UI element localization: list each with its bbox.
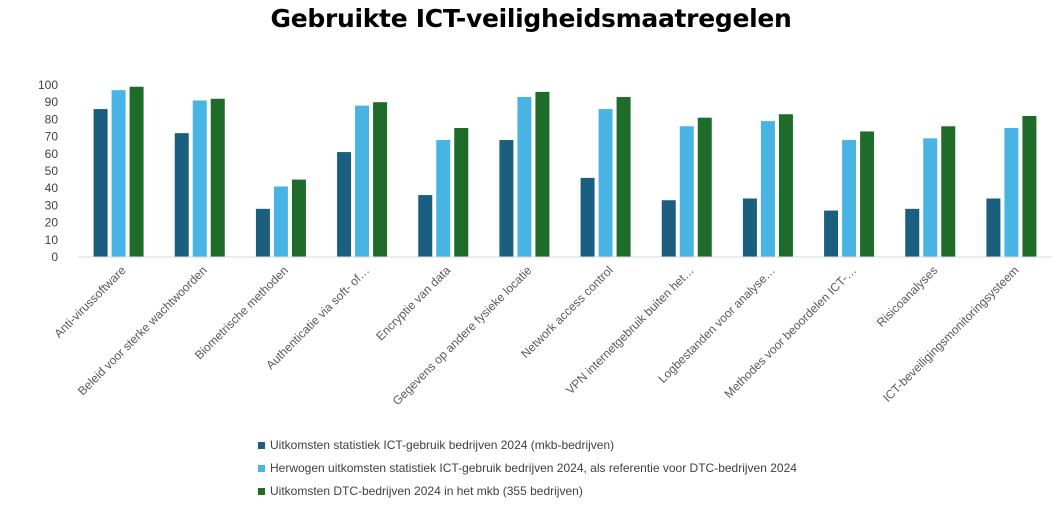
y-tick-label: 90 xyxy=(45,95,59,109)
chart-title: Gebruikte ICT-veiligheidsmaatregelen xyxy=(270,4,792,33)
bar xyxy=(842,140,857,257)
y-tick-label: 30 xyxy=(45,198,59,212)
bar xyxy=(905,208,920,257)
legend-label: Herwogen uitkomsten statistiek ICT-gebru… xyxy=(270,461,797,475)
x-tick-label: Gegevens op andere fysieke locatie xyxy=(390,263,535,408)
bar xyxy=(174,133,189,257)
x-tick-label: ICT-beveiligingsmonitoringsysteem xyxy=(880,263,1021,404)
y-tick-label: 70 xyxy=(45,130,59,144)
bar xyxy=(923,138,938,257)
bar-chart: 0 10 20 30 40 50 60 70 80 90 100 Anti-virussoftwar… xyxy=(38,78,1052,408)
y-tick-label: 50 xyxy=(45,164,59,178)
bar xyxy=(824,210,839,257)
bar xyxy=(373,102,388,257)
bar xyxy=(1022,115,1037,258)
legend-item: Uitkomsten statistiek ICT-gebruik bedrij… xyxy=(258,437,797,453)
bar xyxy=(111,90,126,257)
bar xyxy=(661,200,676,257)
bar xyxy=(941,126,956,257)
y-axis: 0 10 20 30 40 50 60 70 80 90 100 xyxy=(38,78,58,264)
bar xyxy=(355,105,370,257)
x-tick-label: Anti-virussoftware xyxy=(51,263,129,341)
bar xyxy=(192,100,207,257)
y-tick-label: 20 xyxy=(45,216,59,230)
bar xyxy=(273,186,288,257)
bar xyxy=(986,198,1001,257)
bar xyxy=(255,208,270,257)
legend-label: Uitkomsten statistiek ICT-gebruik bedrij… xyxy=(270,438,615,452)
bar xyxy=(580,177,595,257)
y-tick-label: 100 xyxy=(38,78,58,92)
bar xyxy=(778,114,793,258)
x-tick-label: Encryptie van data xyxy=(373,263,453,343)
bar xyxy=(499,140,514,257)
legend-swatch xyxy=(258,487,265,495)
legend: Uitkomsten statistiek ICT-gebruik bedrij… xyxy=(258,437,797,506)
y-tick-label: 10 xyxy=(45,233,59,247)
bar xyxy=(517,97,532,257)
bar xyxy=(616,97,631,257)
legend-swatch xyxy=(258,441,265,449)
x-tick-label: Methodes voor beoordelen ICT-… xyxy=(721,263,859,401)
bar xyxy=(436,140,451,257)
x-tick-label: Network access control xyxy=(518,263,616,361)
legend-item: Herwogen uitkomsten statistiek ICT-gebru… xyxy=(258,460,797,476)
x-tick-label: Biometrische methoden xyxy=(192,263,291,362)
bar xyxy=(697,117,712,258)
bar xyxy=(860,131,875,257)
bar xyxy=(760,121,775,258)
x-tick-label: VPN internetgebruik buiten het… xyxy=(563,263,697,397)
y-tick-label: 40 xyxy=(45,181,59,195)
x-tick-label: Risicoanalyses xyxy=(874,263,941,330)
bar xyxy=(291,179,306,257)
x-tick-label: Beleid voor sterke wachtwoorden xyxy=(75,263,210,398)
bar xyxy=(1004,128,1019,257)
bar xyxy=(418,195,433,257)
bar xyxy=(742,198,757,257)
y-tick-label: 80 xyxy=(45,112,59,126)
y-tick-label: 0 xyxy=(51,250,58,264)
bar xyxy=(337,152,352,257)
legend-swatch xyxy=(258,464,265,472)
bar xyxy=(93,109,108,257)
bar xyxy=(454,128,469,257)
bar xyxy=(129,86,144,257)
bars xyxy=(93,86,1037,258)
bar xyxy=(679,126,694,257)
legend-label: Uitkomsten DTC-bedrijven 2024 in het mkb… xyxy=(270,484,583,498)
bar xyxy=(535,91,550,257)
bar xyxy=(210,98,225,257)
legend-item: Uitkomsten DTC-bedrijven 2024 in het mkb… xyxy=(258,483,797,499)
bar xyxy=(598,109,613,257)
y-tick-label: 60 xyxy=(45,147,59,161)
